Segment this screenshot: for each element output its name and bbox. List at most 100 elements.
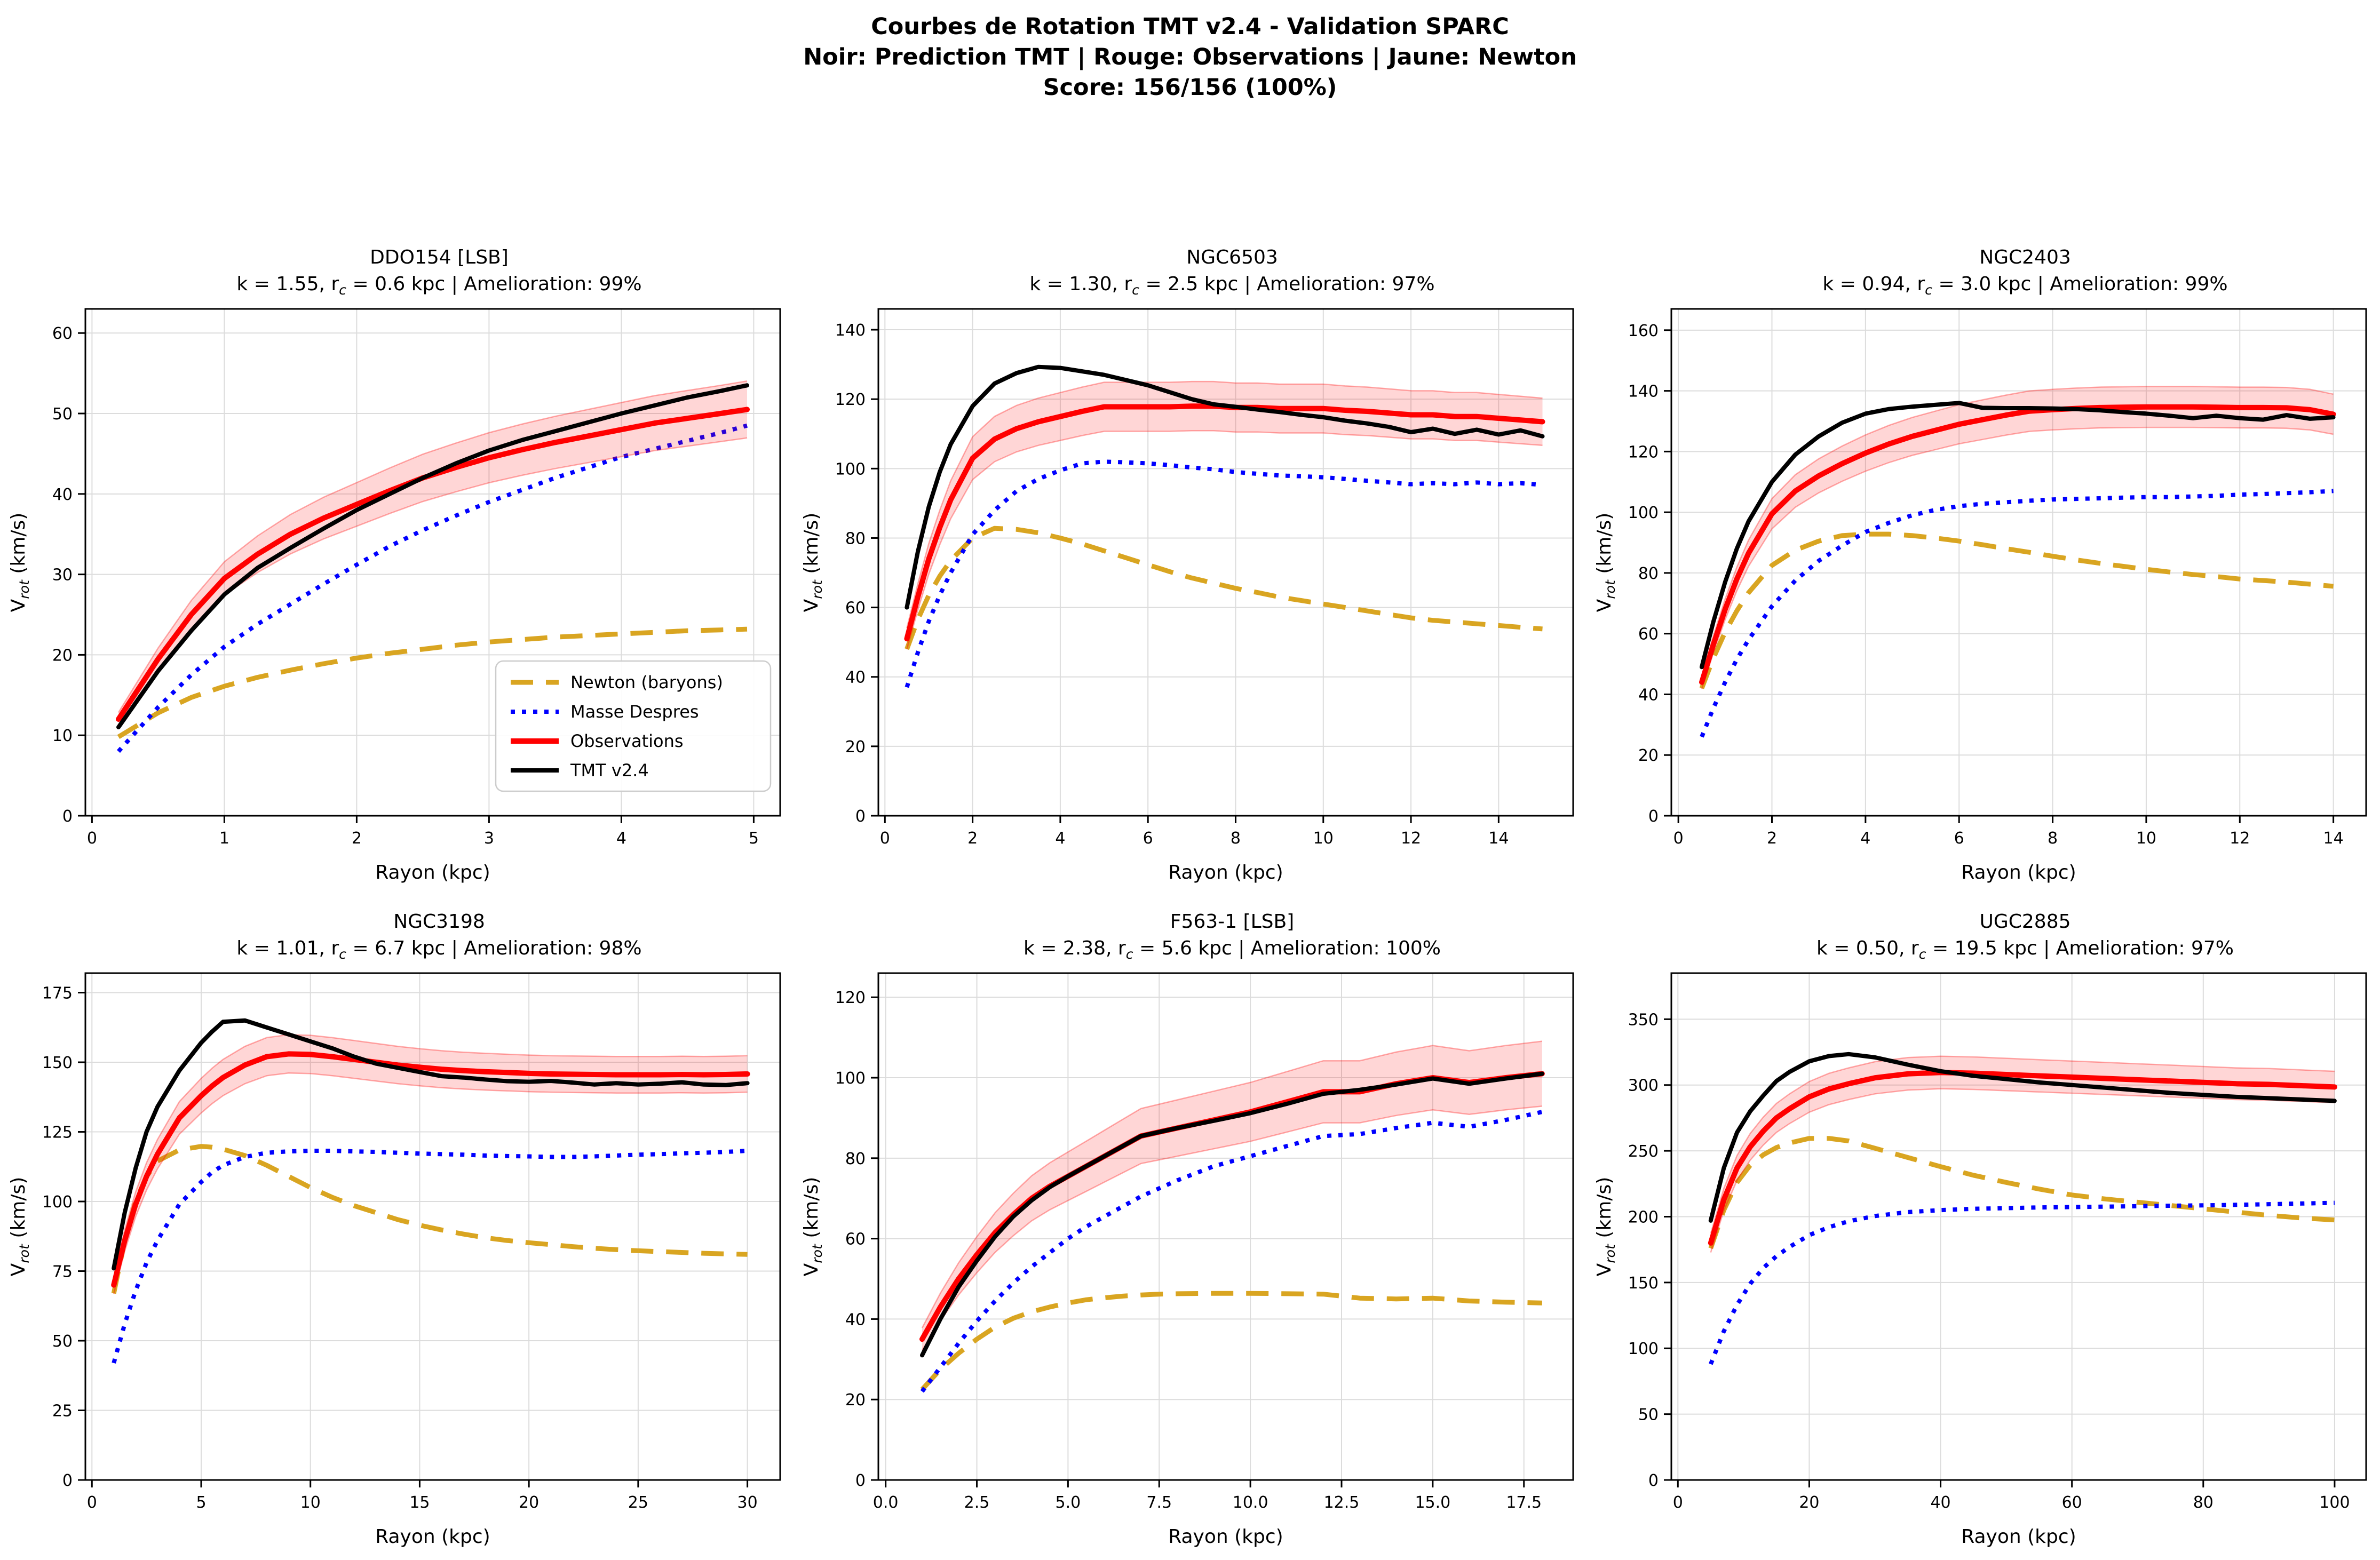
obs-band-upper-edge (1710, 1055, 2335, 1234)
x-axis-ticks: 0 1 2 3 4 5 (87, 816, 759, 848)
x-axis-label: Rayon (kpc) (375, 1526, 490, 1548)
plot-series (919, 1040, 1545, 1393)
obs-band-upper-edge (906, 381, 1543, 628)
plot-series (111, 1018, 750, 1364)
chart-subtitle: k = 1.30, rc = 2.5 kpc | Amelioration: 9… (1029, 273, 1435, 298)
grid (85, 973, 780, 1481)
svg-text:10: 10 (52, 727, 73, 745)
svg-text:4: 4 (1055, 829, 1065, 848)
svg-text:160: 160 (1628, 322, 1659, 340)
series-tmt (116, 383, 749, 730)
svg-text:20: 20 (52, 647, 73, 665)
svg-text:250: 250 (1628, 1142, 1659, 1161)
svg-text:10.0: 10.0 (1233, 1493, 1268, 1512)
svg-text:80: 80 (845, 1150, 866, 1168)
series-tmt (920, 1071, 1544, 1358)
svg-text:0: 0 (62, 1471, 73, 1490)
plot-axes (877, 972, 1574, 1481)
figure-title-line3: Score: 156/156 (100%) (1043, 74, 1337, 101)
svg-text:0: 0 (1648, 1471, 1659, 1490)
y-axis-ticks: 0 10 20 30 40 50 60 (52, 324, 85, 826)
svg-text:40: 40 (1638, 686, 1659, 705)
series-newton (905, 526, 1543, 650)
svg-text:4: 4 (616, 829, 626, 848)
obs-band-lower-edge (113, 1072, 748, 1294)
svg-text:1: 1 (219, 829, 229, 848)
grid (85, 309, 780, 817)
svg-text:5.0: 5.0 (1056, 1493, 1081, 1512)
chart-title: NGC6503 (1186, 246, 1278, 268)
svg-text:150: 150 (1628, 1274, 1659, 1293)
chart-cell-ugc2885: UGC2885 k = 0.50, rc = 19.5 kpc | Amelio… (1586, 878, 2379, 1548)
x-axis-ticks: 0.0 2.5 5.0 7.5 10.0 12.5 15.0 17.5 (873, 1480, 1542, 1512)
svg-text:10: 10 (1313, 829, 1334, 848)
obs-uncertainty-band (922, 1041, 1542, 1351)
plot-axes (1670, 308, 2367, 817)
legend-entry-label: Observations (570, 731, 684, 751)
obs-uncertainty-band (907, 381, 1543, 650)
series-tmt (112, 1018, 750, 1271)
svg-text:60: 60 (2062, 1493, 2082, 1512)
svg-text:5: 5 (196, 1493, 206, 1512)
svg-text:50: 50 (1638, 1406, 1659, 1424)
series-despres (117, 424, 748, 753)
svg-text:25: 25 (628, 1493, 648, 1512)
svg-text:5: 5 (749, 829, 759, 848)
svg-text:100: 100 (42, 1193, 73, 1212)
svg-text:20: 20 (845, 1391, 866, 1410)
svg-text:60: 60 (845, 1230, 866, 1249)
series-observations (904, 403, 1545, 642)
plot-axes (84, 308, 781, 817)
y-axis-label: Vrot (km/s) (7, 513, 32, 612)
series-despres (920, 1110, 1543, 1393)
series-newton (920, 1291, 1543, 1391)
x-axis-label: Rayon (kpc) (1168, 862, 1283, 884)
figure-title-line1: Courbes de Rotation TMT v2.4 - Validatio… (871, 13, 1509, 40)
y-axis-label: Vrot (km/s) (1593, 513, 1618, 612)
obs-band-lower-edge (921, 1105, 1543, 1351)
obs-uncertainty-band (114, 1034, 748, 1294)
svg-text:150: 150 (42, 1054, 73, 1072)
series-despres (905, 459, 1543, 688)
svg-text:6: 6 (1954, 829, 1964, 848)
legend-box (495, 660, 772, 792)
grid (1671, 309, 2366, 817)
series-tmt (1700, 401, 2336, 670)
svg-text:0: 0 (87, 829, 97, 848)
svg-text:80: 80 (1638, 564, 1659, 583)
y-axis-ticks: 0 25 50 75 100 125 150 175 (42, 984, 85, 1490)
svg-text:4: 4 (1860, 829, 1870, 848)
svg-text:140: 140 (1628, 383, 1659, 401)
chart-cell-ngc2403: NGC2403 k = 0.94, rc = 3.0 kpc | Amelior… (1586, 213, 2379, 884)
chart-subtitle: k = 0.50, rc = 19.5 kpc | Amelioration: … (1816, 937, 2234, 962)
series-observations (1699, 404, 2336, 685)
series-tmt (1708, 1052, 2337, 1223)
chart-cell-f563-1: F563-1 [LSB] k = 2.38, rc = 5.6 kpc | Am… (793, 878, 1586, 1548)
y-axis-ticks: 0 20 40 60 80 100 120 (835, 989, 878, 1490)
svg-text:0: 0 (1673, 829, 1684, 848)
svg-text:25: 25 (52, 1402, 73, 1421)
series-despres (1700, 489, 2334, 738)
svg-text:20: 20 (1799, 1493, 1819, 1512)
svg-text:3: 3 (484, 829, 494, 848)
svg-text:120: 120 (1628, 443, 1659, 462)
chart-subtitle: k = 2.38, rc = 5.6 kpc | Amelioration: 1… (1023, 937, 1441, 962)
svg-text:80: 80 (845, 530, 866, 548)
obs-band-upper-edge (1701, 386, 2334, 676)
rotation-curve-plot: 0 5 10 15 20 25 30 0 25 50 75 100 125 150 175 Rayon (kp… (7, 972, 781, 1548)
legend-entry-label: TMT v2.4 (570, 760, 649, 781)
obs-uncertainty-band (118, 381, 747, 726)
svg-text:8: 8 (2048, 829, 2058, 848)
svg-text:0: 0 (855, 807, 866, 826)
rotation-curve-plot: 0 20 40 60 80 100 0 50 100 150 200 250 300 350 Rayon (… (1593, 972, 2367, 1548)
y-axis-label: Vrot (km/s) (7, 1177, 32, 1277)
obs-band-lower-edge (906, 430, 1543, 650)
grid (878, 973, 1573, 1481)
x-axis-ticks: 0 2 4 6 8 10 12 14 (1673, 816, 2344, 848)
y-axis-label: Vrot (km/s) (800, 513, 825, 612)
svg-text:200: 200 (1628, 1208, 1659, 1227)
plot-series (1699, 386, 2336, 738)
